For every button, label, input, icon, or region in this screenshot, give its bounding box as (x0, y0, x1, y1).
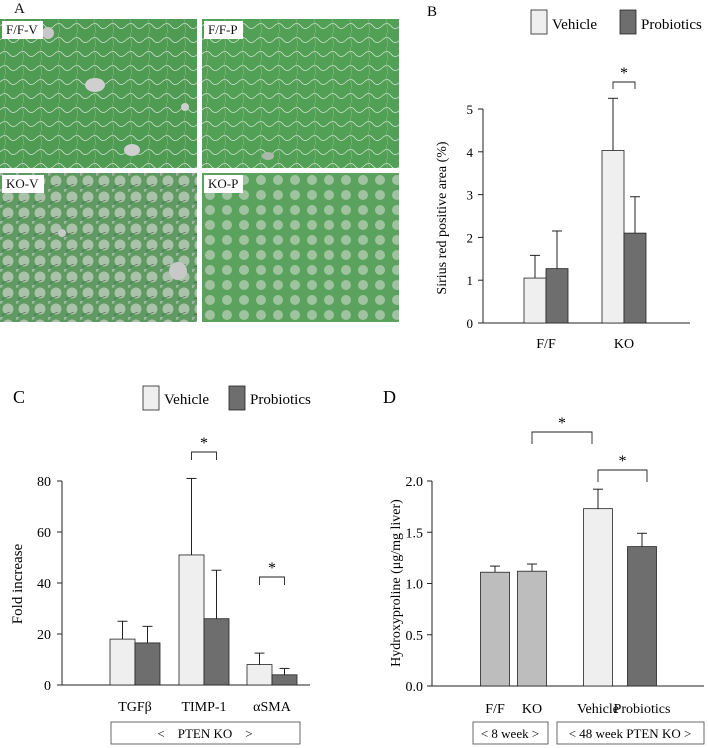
histology-image-ff-p: F/F-P (202, 19, 399, 168)
x-tick-label: F/F (485, 702, 505, 717)
group-box-48-week (556, 721, 705, 745)
plot-area: 0 20 40 60 80 TGFβ TIMP-1 αSMA * * (37, 435, 310, 715)
y-tick-label: 1.5 (406, 526, 424, 541)
histology-image-ko-p: KO-P (202, 173, 399, 322)
histology-texture-ko-v (0, 173, 197, 322)
bar-vehicle (601, 150, 625, 324)
panel-letter-a: A (14, 1, 25, 17)
legend-swatch-vehicle (142, 385, 160, 411)
bar-probiotics (545, 268, 569, 324)
histology-texture-ff-v (0, 19, 197, 168)
histology-image-ko-v: KO-V (0, 173, 197, 322)
significance-star: * (619, 453, 627, 470)
legend-swatch-probiotics (228, 385, 246, 411)
bar-vehicle (246, 664, 273, 686)
bar-vehicle (523, 277, 547, 324)
panel-letter-b: B (427, 4, 437, 20)
x-tick-label: KO (522, 702, 542, 717)
panel-letter-c: C (13, 387, 25, 407)
group-label-8-week: < 8 week > (481, 726, 539, 741)
y-tick-label: 5 (467, 102, 474, 117)
bar-probiotics (271, 674, 298, 686)
x-tick-label: αSMA (253, 700, 292, 715)
significance-star: * (558, 415, 566, 432)
legend-swatch-vehicle (530, 9, 548, 35)
group-label-pten-ko: < PTEN KO > (157, 726, 252, 741)
bar-ff (480, 571, 510, 687)
y-tick-label: 1.0 (406, 578, 424, 593)
tile-label-ff-p: F/F-P (204, 21, 243, 39)
y-axis-label: Hydroxyproline (μg/mg liver) (389, 499, 404, 667)
y-tick-label: 60 (37, 526, 51, 541)
chart-b: B Vehicle Probiotics Sirius red positive… (427, 4, 702, 352)
histology-texture-ko-p (202, 173, 399, 322)
significance-bracket (191, 451, 217, 460)
x-tick-label: Probiotics (614, 702, 671, 717)
y-tick-label: 3 (467, 188, 474, 203)
legend-label-vehicle: Vehicle (552, 17, 597, 33)
x-tick-label: TIMP-1 (181, 700, 226, 715)
bar-probiotics (134, 642, 161, 686)
y-tick-label: 0 (467, 316, 474, 331)
bar-vehicle (583, 508, 613, 687)
y-tick-label: 0.5 (406, 629, 424, 644)
significance-bracket (531, 431, 593, 444)
bar-probiotics (203, 618, 230, 686)
bar-vehicle (109, 638, 136, 686)
plot-area: 0 1 2 3 4 5 F/F KO * (467, 65, 690, 352)
legend-label-probiotics: Probiotics (641, 17, 702, 33)
x-tick-label: Vehicle (577, 702, 619, 717)
significance-bracket (259, 576, 285, 585)
y-tick-label: 2 (467, 230, 474, 245)
x-tick-label: KO (614, 337, 634, 352)
y-tick-label: 40 (37, 577, 51, 592)
panel-letter-d: D (383, 387, 396, 407)
legend-swatch-probiotics (619, 9, 637, 35)
significance-star: * (620, 65, 628, 82)
y-axis-label: Sirius red positive area (%) (435, 141, 450, 295)
histology-image-ff-v: F/F-V (0, 19, 197, 168)
bar-probiotics (627, 546, 657, 687)
significance-star: * (268, 560, 276, 577)
y-tick-label: 20 (37, 628, 51, 643)
y-tick-label: 80 (37, 475, 51, 490)
y-tick-label: 4 (467, 145, 474, 160)
group-box-8-week (472, 721, 549, 745)
x-tick-label: TGFβ (118, 700, 152, 715)
significance-bracket (612, 81, 636, 89)
bar-probiotics (623, 232, 647, 324)
chart-d: D Hydroxyproline (μg/mg liver) < 8 week … (383, 387, 705, 745)
tile-label-ko-v: KO-V (2, 175, 44, 193)
x-tick-label: F/F (536, 337, 556, 352)
significance-bracket (597, 469, 648, 482)
significance-star: * (200, 435, 208, 452)
y-tick-label: 2.0 (406, 475, 424, 490)
y-tick-label: 1 (467, 273, 474, 288)
group-label-48-week: < 48 week PTEN KO > (569, 726, 692, 741)
bar-vehicle (178, 554, 205, 686)
bar-ko (517, 570, 547, 687)
group-box-pten-ko (110, 721, 301, 745)
tile-label-ko-p: KO-P (204, 175, 244, 193)
legend-label-vehicle: Vehicle (164, 392, 209, 408)
tile-label-ff-v: F/F-V (2, 21, 43, 39)
y-tick-label: 0.0 (406, 680, 424, 695)
legend-label-probiotics: Probiotics (250, 392, 311, 408)
histology-texture-ff-p (202, 19, 399, 168)
y-tick-label: 0 (44, 679, 51, 694)
chart-c: C Vehicle Probiotics Fold increase < PTE… (10, 385, 311, 745)
y-axis-label: Fold increase (10, 543, 26, 624)
